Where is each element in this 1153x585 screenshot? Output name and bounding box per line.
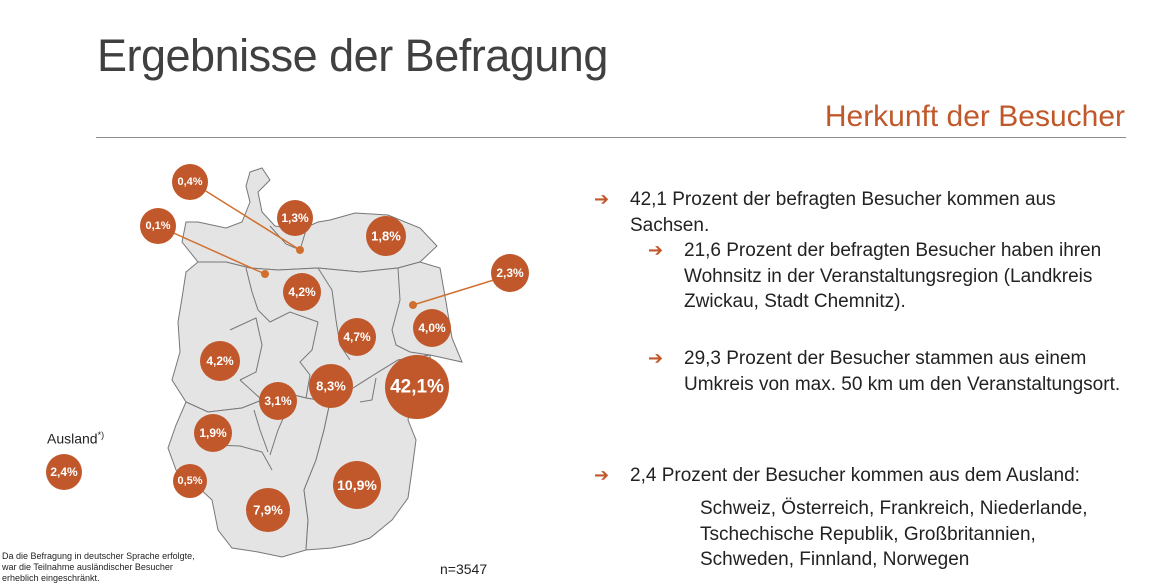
bullet-ausland: 2,4 Prozent der Besucher kommen aus dem …	[630, 465, 1080, 486]
bubble-circle-mecklenburg-vorpommern	[366, 216, 406, 256]
arrow-right-icon: ➔	[594, 189, 610, 209]
bubble-label-nordrhein-westfalen: 4,2%	[206, 354, 234, 368]
bubble-circle-ausland	[46, 454, 82, 490]
bullet-sachsen: 42,1 Prozent der befragten Besucher komm…	[630, 189, 1056, 236]
sample-size: n=3547	[440, 561, 488, 577]
bubble-thueringen: 8,3%	[309, 364, 353, 408]
bubble-label-sachsen: 42,1%	[390, 377, 444, 398]
bubble-label-berlin: 2,3%	[496, 266, 524, 280]
ausland-label-text: Ausland	[47, 430, 98, 447]
page-title: Ergebnisse der Befragung	[97, 30, 608, 81]
germany-map: 1,3% 1,8% 0,4% 0,1% 4,2% 2,3% 4,0% 4,7% 4,2% 3,1%…	[46, 164, 529, 558]
bubble-label-niedersachsen: 4,2%	[288, 285, 316, 299]
bubble-nordrhein-westfalen: 4,2%	[200, 341, 240, 381]
bubble-saarland: 0,5%	[173, 464, 207, 498]
bubble-circle-baden-wuerttemberg	[246, 488, 290, 532]
bubble-berlin: 2,3%	[491, 254, 529, 292]
bubble-label-mecklenburg-vorpommern: 1,8%	[371, 229, 401, 244]
bubble-mecklenburg-vorpommern: 1,8%	[366, 216, 406, 256]
arrow-right-icon: ➔	[648, 348, 664, 368]
bubble-label-rheinland-pfalz: 1,9%	[199, 426, 227, 440]
bubble-circle-hessen	[259, 382, 297, 420]
bubble-hamburg: 0,4%	[172, 164, 208, 200]
bubble-label-hessen: 3,1%	[264, 394, 292, 408]
page-subtitle: Herkunft der Besucher	[824, 100, 1125, 133]
ausland-label: Ausland*)	[47, 430, 104, 447]
bullet-veranstaltungsregion: 21,6 Prozent der befragten Besucher habe…	[684, 240, 1102, 312]
bubble-rheinland-pfalz: 1,9%	[194, 414, 232, 452]
bubble-bayern: 10,9%	[333, 461, 381, 509]
bubble-circle-thueringen	[309, 364, 353, 408]
bubble-circle-sachsen-anhalt	[338, 318, 376, 356]
bubble-baden-wuerttemberg: 7,9%	[246, 488, 290, 532]
bubble-circle-saarland	[173, 464, 207, 498]
bubble-circle-sachsen	[385, 355, 449, 419]
bubble-schleswig-holstein: 1,3%	[277, 200, 313, 236]
bubble-sachsen-anhalt: 4,7%	[338, 318, 376, 356]
bubble-label-schleswig-holstein: 1,3%	[281, 211, 309, 225]
bubble-label-ausland: 2,4%	[50, 465, 78, 479]
arrow-right-icon: ➔	[648, 240, 664, 260]
bubble-circle-nordrhein-westfalen	[200, 341, 240, 381]
bubble-ausland: 2,4%	[46, 454, 82, 490]
bubble-layer: 1,3% 1,8% 0,4% 0,1% 4,2% 2,3% 4,0% 4,7% 4,2% 3,1%…	[46, 164, 529, 532]
bubble-label-saarland: 0,5%	[177, 475, 202, 487]
bubble-niedersachsen: 4,2%	[283, 273, 321, 311]
arrow-right-icon: ➔	[594, 465, 610, 485]
bubble-circle-rheinland-pfalz	[194, 414, 232, 452]
bubble-circle-niedersachsen	[283, 273, 321, 311]
bubble-label-thueringen: 8,3%	[316, 379, 346, 394]
bubble-label-bayern: 10,9%	[337, 477, 377, 493]
bubble-label-brandenburg: 4,0%	[418, 321, 446, 335]
bubble-circle-schleswig-holstein	[277, 200, 313, 236]
bubble-brandenburg: 4,0%	[413, 309, 451, 347]
leader-endpoints	[261, 246, 417, 309]
ausland-marker: *)	[97, 430, 105, 440]
bubble-label-sachsen-anhalt: 4,7%	[343, 330, 371, 344]
bubble-hessen: 3,1%	[259, 382, 297, 420]
header-divider	[96, 137, 1126, 138]
ausland-countries: Schweiz, Österreich, Frankreich, Niederl…	[700, 498, 1088, 570]
bubble-label-bremen: 0,1%	[145, 220, 170, 232]
bubble-bremen: 0,1%	[140, 208, 176, 244]
bubble-circle-bayern	[333, 461, 381, 509]
bubble-circle-hamburg	[172, 164, 208, 200]
bubble-label-baden-wuerttemberg: 7,9%	[253, 503, 283, 518]
bubble-sachsen: 42,1%	[385, 355, 449, 419]
footnote: Da die Befragung in deutscher Sprache er…	[2, 551, 195, 583]
bullet-umkreis: 29,3 Prozent der Besucher stammen aus ei…	[684, 348, 1121, 395]
bubble-circle-bremen	[140, 208, 176, 244]
bubble-circle-brandenburg	[413, 309, 451, 347]
bubble-label-hamburg: 0,4%	[177, 176, 202, 188]
bubble-circle-berlin	[491, 254, 529, 292]
